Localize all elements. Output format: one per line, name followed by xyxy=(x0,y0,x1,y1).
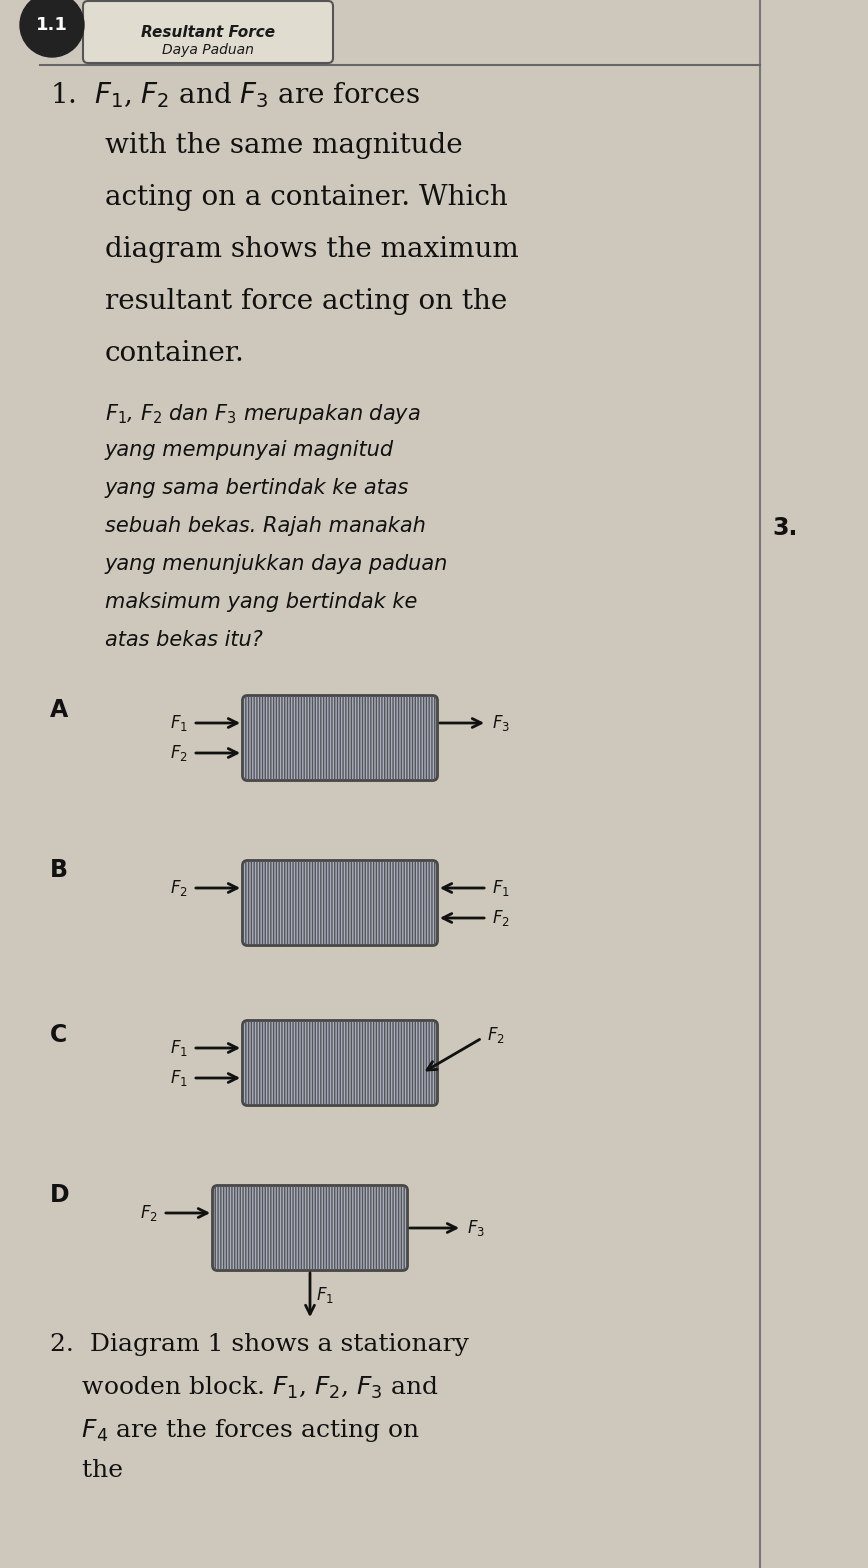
Text: the: the xyxy=(50,1458,123,1482)
FancyBboxPatch shape xyxy=(242,1021,437,1105)
Text: yang mempunyai magnitud: yang mempunyai magnitud xyxy=(105,441,394,459)
FancyBboxPatch shape xyxy=(83,2,333,63)
Text: $F_3$: $F_3$ xyxy=(467,1218,485,1239)
Text: C: C xyxy=(50,1022,67,1047)
Text: $F_1$: $F_1$ xyxy=(170,713,188,732)
FancyBboxPatch shape xyxy=(213,1185,407,1270)
Text: 2.  Diagram 1 shows a stationary: 2. Diagram 1 shows a stationary xyxy=(50,1333,469,1356)
Text: atas bekas itu?: atas bekas itu? xyxy=(105,630,263,651)
Text: acting on a container. Which: acting on a container. Which xyxy=(105,183,508,212)
Text: Resultant Force: Resultant Force xyxy=(141,25,275,39)
FancyBboxPatch shape xyxy=(242,861,437,946)
Text: $F_4$ are the forces acting on: $F_4$ are the forces acting on xyxy=(50,1417,420,1444)
Text: D: D xyxy=(50,1182,69,1207)
Text: 1.1: 1.1 xyxy=(36,16,68,34)
Text: Daya Paduan: Daya Paduan xyxy=(162,42,254,56)
Text: A: A xyxy=(50,698,69,721)
Text: diagram shows the maximum: diagram shows the maximum xyxy=(105,237,519,263)
Text: 3.: 3. xyxy=(772,516,798,539)
Text: yang sama bertindak ke atas: yang sama bertindak ke atas xyxy=(105,478,410,499)
Text: $F_2$: $F_2$ xyxy=(170,878,188,898)
Text: $F_2$: $F_2$ xyxy=(492,908,510,928)
FancyBboxPatch shape xyxy=(242,696,437,781)
Text: wooden block. $F_1$, $F_2$, $F_3$ and: wooden block. $F_1$, $F_2$, $F_3$ and xyxy=(50,1375,439,1402)
Text: yang menunjukkan daya paduan: yang menunjukkan daya paduan xyxy=(105,554,449,574)
Text: $F_1$: $F_1$ xyxy=(170,1038,188,1058)
Text: container.: container. xyxy=(105,340,245,367)
Text: resultant force acting on the: resultant force acting on the xyxy=(105,289,507,315)
Text: $F_2$: $F_2$ xyxy=(487,1025,505,1044)
Text: maksimum yang bertindak ke: maksimum yang bertindak ke xyxy=(105,593,418,612)
Text: $F_1$: $F_1$ xyxy=(492,878,510,898)
Text: 1.  $F_1$, $F_2$ and $F_3$ are forces: 1. $F_1$, $F_2$ and $F_3$ are forces xyxy=(50,80,420,110)
Text: $F_1$: $F_1$ xyxy=(170,1068,188,1088)
Text: $F_3$: $F_3$ xyxy=(492,713,510,732)
Text: $F_2$: $F_2$ xyxy=(170,743,188,764)
Circle shape xyxy=(20,0,84,56)
Text: with the same magnitude: with the same magnitude xyxy=(105,132,463,158)
Text: $F_1$: $F_1$ xyxy=(316,1286,334,1305)
Text: $F_1$, $F_2$ dan $F_3$ merupakan daya: $F_1$, $F_2$ dan $F_3$ merupakan daya xyxy=(105,401,421,426)
Text: B: B xyxy=(50,858,68,883)
Text: $F_2$: $F_2$ xyxy=(141,1203,158,1223)
Text: sebuah bekas. Rajah manakah: sebuah bekas. Rajah manakah xyxy=(105,516,426,536)
